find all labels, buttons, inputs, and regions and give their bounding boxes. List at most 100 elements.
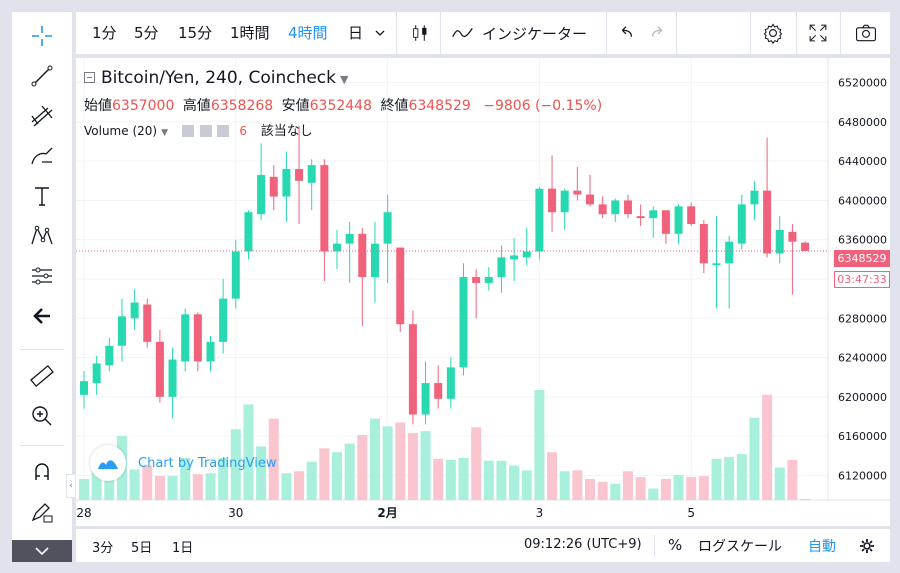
undo-icon [621,26,633,37]
candle-body [497,257,506,278]
hide-toolbar-button[interactable] [12,540,72,562]
volume-bar [395,422,406,500]
tradingview-watermark[interactable]: Chart by TradingView [90,445,276,481]
candle-body [307,165,316,183]
volume-bar [509,465,520,500]
x-tick-label: 2月 [377,506,397,520]
collapse-legend-icon[interactable] [84,72,95,83]
prediction-tool[interactable] [12,256,72,296]
caret-down-icon[interactable]: ▼ [161,128,168,138]
interval-4h[interactable]: 4時間 [288,24,328,42]
volume-bar [724,456,735,500]
settings-button[interactable] [752,12,794,54]
clock-timezone[interactable]: 09:12:26 (UTC+9) [524,537,642,552]
brush-tool[interactable] [12,136,72,176]
magnet-tool[interactable] [12,452,72,492]
lock-drawings-tool[interactable] [12,492,72,532]
candle-body [750,190,759,205]
screenshot-button[interactable] [842,12,890,54]
gear-icon[interactable] [858,537,876,555]
fullscreen-button[interactable] [798,12,838,54]
text-tool[interactable] [12,176,72,216]
volume-bar [344,443,355,500]
y-tick-label: 6400000 [838,194,887,207]
indicators-button[interactable]: インジケーター [446,12,608,54]
volume-bar [698,476,709,500]
interval-15m[interactable]: 15分 [178,24,213,42]
low-value: 6352448 [309,98,372,114]
last-price-tag: 6348529 [834,250,890,267]
zoom-tool[interactable] [12,396,72,436]
volume-bar [205,473,216,500]
candle-body [181,314,190,362]
bar-countdown-tag: 03:47:33 [834,271,890,288]
fib-tool[interactable] [12,96,72,136]
range-1d[interactable]: 1日 [172,541,194,556]
gear-icon[interactable] [199,125,212,137]
close-value: 6348529 [408,98,471,114]
range-5d[interactable]: 5日 [131,541,153,556]
candle-body [358,233,367,278]
candle-body [231,251,240,299]
volume-bar [243,404,254,500]
volume-legend[interactable]: Volume (20) ▼ 6 該当なし [84,120,313,139]
candle-body [560,190,569,213]
x-tick-label: 5 [687,506,695,520]
redo-button[interactable] [642,12,674,54]
candle-body [712,263,721,266]
interval-1m[interactable]: 1分 [92,24,117,42]
volume-label: Volume (20) [84,124,158,138]
interval-5m[interactable]: 5分 [134,24,159,42]
interval-dropdown[interactable]: 日 [348,12,386,54]
toolbar-divider [606,12,607,54]
measure-tool[interactable] [12,356,72,396]
candle-body [661,210,670,234]
chart-pane[interactable]: 6120000616000062000006240000628000063200… [66,58,890,526]
volume-bar [268,418,279,500]
candle-body [168,359,177,397]
interval-1h[interactable]: 1時間 [230,24,270,42]
candle-body [687,206,696,225]
candle-body [117,316,126,346]
undo-button[interactable] [610,12,642,54]
y-tick-label: 6240000 [838,352,887,365]
trend-line-tool[interactable] [12,56,72,96]
price-chart[interactable]: 6120000616000062000006240000628000063200… [76,58,890,526]
candle-body [573,190,582,195]
close-icon[interactable] [217,125,230,137]
toolbar-divider [440,12,441,54]
volume-bar [787,459,798,500]
chart-type-button[interactable] [400,12,440,54]
percent-toggle[interactable]: % [668,536,683,554]
pitchfork-icon [31,105,53,127]
volume-bar [648,488,659,500]
crosshair-tool[interactable] [12,16,72,56]
log-scale-toggle[interactable]: ログスケール [698,539,782,555]
auto-scale-toggle[interactable]: 自動 [808,539,836,555]
candle-body [282,169,291,197]
candle-body [421,383,430,415]
candle-body [130,302,139,319]
expand-panel-handle[interactable]: ‹ [66,474,76,498]
caret-down-icon[interactable]: ▼ [340,73,349,86]
symbol-title: Bitcoin/Yen, 240, Coincheck [101,68,336,88]
eye-icon[interactable] [181,125,194,137]
candle-body [219,298,228,342]
chevron-down-icon [35,547,49,556]
candle-body [257,174,266,215]
candle-body [193,314,202,362]
back-arrow-tool[interactable] [12,296,72,336]
volume-bar [622,471,633,500]
candle-body [775,229,784,254]
pattern-tool[interactable] [12,216,72,256]
candle-body [674,206,683,234]
range-3m[interactable]: 3分 [92,541,114,556]
volume-bar [686,477,697,500]
volume-bar [547,452,558,500]
drawing-toolbar [12,12,72,562]
symbol-legend[interactable]: Bitcoin/Yen, 240, Coincheck ▼ [84,68,348,88]
volume-bar [610,483,621,500]
volume-bar [230,429,241,500]
volume-bar [167,476,178,500]
x-tick-label: 30 [228,506,243,520]
